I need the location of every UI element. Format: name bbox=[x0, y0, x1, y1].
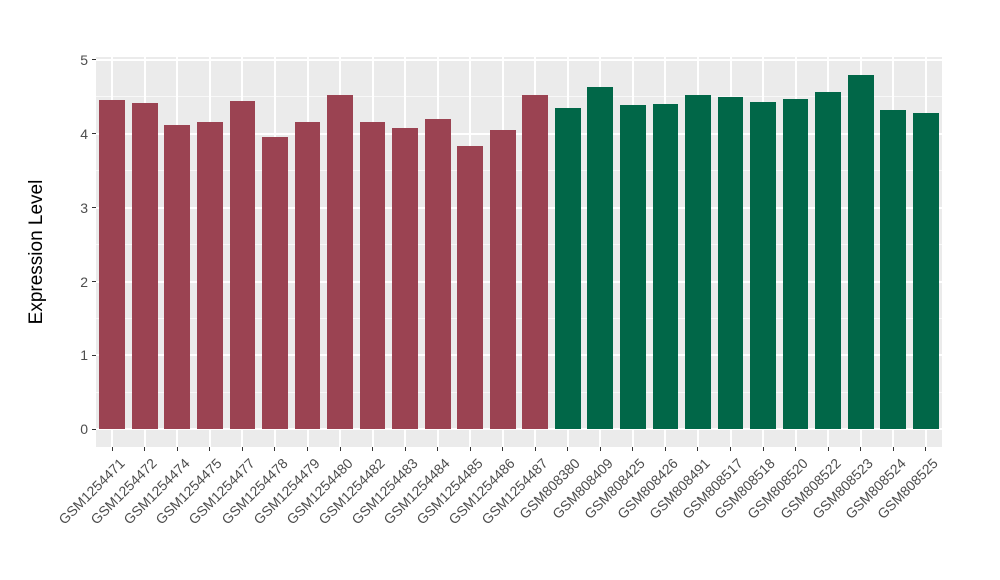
bar-GSM808523 bbox=[847, 74, 874, 430]
x-tick-mark bbox=[111, 447, 113, 451]
y-tick-mark bbox=[92, 281, 96, 283]
y-tick-label: 4 bbox=[80, 125, 88, 142]
x-tick-mark bbox=[534, 447, 536, 451]
x-tick-mark bbox=[339, 447, 341, 451]
x-tick-mark bbox=[144, 447, 146, 451]
x-tick-mark bbox=[599, 447, 601, 451]
bar-GSM808517 bbox=[717, 96, 744, 430]
bar-GSM808491 bbox=[685, 94, 711, 430]
gridline-minor bbox=[96, 317, 942, 319]
gridline-minor bbox=[96, 96, 942, 98]
x-tick-mark bbox=[730, 447, 731, 451]
bar-GSM1254474 bbox=[164, 124, 191, 430]
y-tick-mark bbox=[92, 59, 96, 61]
bar-GSM808525 bbox=[912, 113, 939, 430]
x-tick-mark bbox=[274, 447, 276, 451]
x-tick-mark bbox=[567, 447, 569, 451]
bar-GSM1254480 bbox=[327, 95, 353, 430]
x-tick-mark bbox=[925, 447, 927, 451]
x-tick-mark bbox=[307, 447, 308, 451]
bar-GSM808524 bbox=[880, 110, 907, 430]
bar-GSM1254477 bbox=[229, 100, 256, 430]
gridline-major bbox=[96, 132, 942, 135]
x-tick-mark bbox=[404, 447, 406, 451]
bar-GSM808380 bbox=[554, 107, 581, 430]
x-tick-mark bbox=[892, 447, 894, 451]
bar-GSM1254479 bbox=[294, 122, 321, 430]
bar-GSM808426 bbox=[652, 104, 679, 430]
x-tick-mark bbox=[697, 447, 699, 451]
gridline-major bbox=[96, 280, 942, 283]
x-tick-mark bbox=[632, 447, 634, 451]
bar-GSM1254478 bbox=[262, 136, 288, 430]
gridline-major bbox=[96, 58, 942, 61]
x-tick-mark bbox=[372, 447, 374, 451]
bar-GSM1254485 bbox=[457, 146, 484, 430]
y-tick-label: 1 bbox=[80, 347, 88, 364]
bar-GSM808518 bbox=[750, 102, 776, 430]
gridline-major bbox=[96, 206, 942, 209]
x-tick-mark bbox=[176, 447, 178, 451]
gridline-minor bbox=[96, 244, 942, 246]
bar-GSM808520 bbox=[782, 99, 809, 430]
bar-GSM1254483 bbox=[392, 127, 418, 430]
y-tick-mark bbox=[92, 428, 96, 430]
x-tick-mark bbox=[827, 447, 829, 451]
x-tick-mark bbox=[241, 447, 243, 451]
x-tick-mark bbox=[209, 447, 211, 451]
bar-GSM1254484 bbox=[424, 119, 451, 430]
bar-GSM1254482 bbox=[359, 122, 386, 430]
gridline-major bbox=[96, 428, 942, 431]
bar-GSM808409 bbox=[587, 86, 614, 430]
x-tick-mark bbox=[762, 447, 764, 451]
y-tick-mark bbox=[92, 207, 96, 209]
bar-GSM1254475 bbox=[197, 122, 223, 430]
gridline-major bbox=[96, 354, 942, 357]
y-tick-label: 3 bbox=[80, 199, 88, 216]
bar-GSM808425 bbox=[620, 105, 646, 430]
x-tick-mark bbox=[437, 447, 439, 451]
x-tick-mark bbox=[664, 447, 666, 451]
x-tick-mark bbox=[469, 447, 471, 451]
bar-GSM808522 bbox=[815, 91, 841, 430]
bar-GSM1254487 bbox=[522, 94, 549, 430]
gridline-minor bbox=[96, 170, 942, 172]
bar-GSM1254471 bbox=[99, 99, 126, 430]
y-tick-mark bbox=[92, 133, 96, 135]
y-tick-label: 2 bbox=[80, 273, 88, 290]
bar-GSM1254472 bbox=[131, 102, 158, 430]
x-tick-mark bbox=[502, 447, 504, 451]
gridline-minor bbox=[96, 391, 942, 393]
bar-GSM1254486 bbox=[489, 130, 516, 430]
x-tick-mark bbox=[795, 447, 797, 451]
y-tick-mark bbox=[92, 354, 96, 356]
plot-panel bbox=[96, 57, 942, 447]
x-tick-mark bbox=[860, 447, 862, 451]
y-tick-label: 5 bbox=[80, 51, 88, 68]
y-tick-label: 0 bbox=[80, 421, 88, 438]
